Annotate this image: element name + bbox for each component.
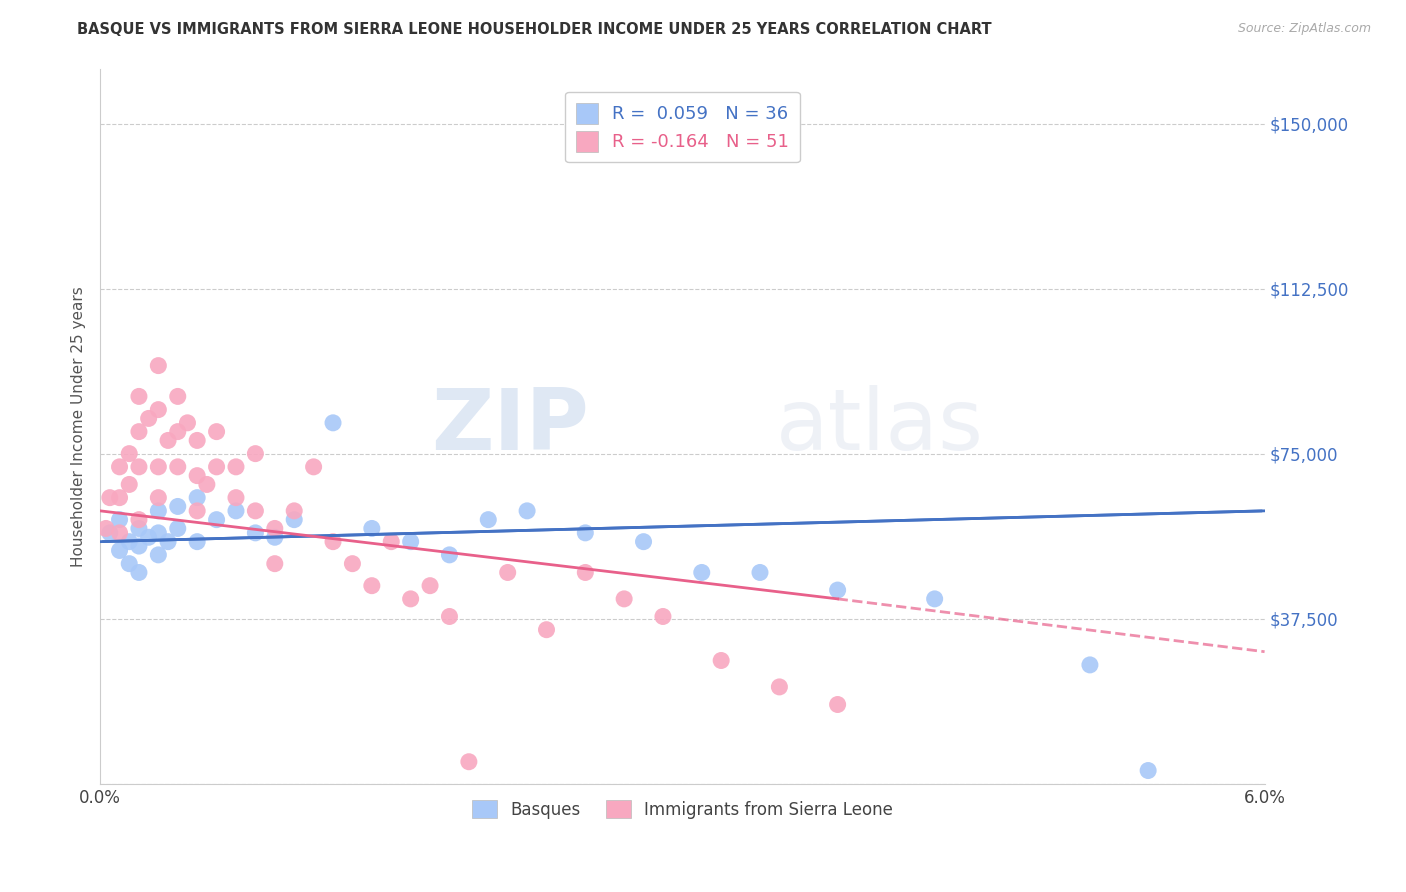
Point [245, 525, 267, 540]
Point [574, 566, 596, 580]
Point [195, 477, 218, 491]
Point [148, 504, 170, 518]
Point [98, 491, 121, 505]
Point [128, 566, 150, 580]
Point [1137, 764, 1160, 778]
Point [148, 491, 170, 505]
Point [148, 459, 170, 474]
Point [128, 539, 150, 553]
Legend: Basques, Immigrants from Sierra Leone: Basques, Immigrants from Sierra Leone [465, 794, 900, 825]
Point [157, 434, 180, 448]
Point [98, 525, 121, 540]
Point [439, 609, 461, 624]
Point [108, 525, 131, 540]
Point [225, 491, 247, 505]
Point [380, 534, 402, 549]
Point [108, 491, 131, 505]
Text: ZIP: ZIP [432, 384, 589, 467]
Point [1078, 657, 1101, 672]
Point [148, 525, 170, 540]
Point [419, 579, 441, 593]
Point [827, 698, 849, 712]
Point [827, 583, 849, 598]
Point [108, 513, 131, 527]
Point [186, 434, 208, 448]
Point [118, 557, 141, 571]
Point [118, 534, 141, 549]
Point [302, 459, 325, 474]
Point [138, 530, 160, 544]
Point [166, 389, 188, 403]
Point [283, 513, 305, 527]
Point [176, 416, 198, 430]
Point [225, 459, 247, 474]
Point [186, 534, 208, 549]
Point [496, 566, 519, 580]
Text: Source: ZipAtlas.com: Source: ZipAtlas.com [1237, 22, 1371, 36]
Point [128, 425, 150, 439]
Point [360, 521, 382, 535]
Point [457, 755, 479, 769]
Point [118, 447, 141, 461]
Point [652, 609, 675, 624]
Point [574, 525, 596, 540]
Point [613, 591, 636, 606]
Point [245, 504, 267, 518]
Point [205, 425, 228, 439]
Point [245, 447, 267, 461]
Text: atlas: atlas [776, 384, 984, 467]
Point [166, 425, 188, 439]
Point [148, 359, 170, 373]
Point [225, 504, 247, 518]
Point [399, 591, 422, 606]
Point [477, 513, 499, 527]
Point [322, 416, 344, 430]
Point [148, 402, 170, 417]
Point [690, 566, 713, 580]
Point [710, 653, 733, 667]
Point [128, 389, 150, 403]
Point [186, 468, 208, 483]
Point [157, 534, 180, 549]
Point [166, 459, 188, 474]
Point [166, 521, 188, 535]
Point [768, 680, 790, 694]
Point [118, 477, 141, 491]
Point [283, 504, 305, 518]
Y-axis label: Householder Income Under 25 years: Householder Income Under 25 years [72, 285, 86, 566]
Point [205, 459, 228, 474]
Point [108, 459, 131, 474]
Point [322, 534, 344, 549]
Point [516, 504, 538, 518]
Point [186, 504, 208, 518]
Point [148, 548, 170, 562]
Point [749, 566, 772, 580]
Point [633, 534, 655, 549]
Text: BASQUE VS IMMIGRANTS FROM SIERRA LEONE HOUSEHOLDER INCOME UNDER 25 YEARS CORRELA: BASQUE VS IMMIGRANTS FROM SIERRA LEONE H… [77, 22, 993, 37]
Point [94, 521, 117, 535]
Point [924, 591, 946, 606]
Point [399, 534, 422, 549]
Point [166, 500, 188, 514]
Point [263, 530, 285, 544]
Point [128, 513, 150, 527]
Point [108, 543, 131, 558]
Point [536, 623, 558, 637]
Point [263, 557, 285, 571]
Point [342, 557, 364, 571]
Point [186, 491, 208, 505]
Point [439, 548, 461, 562]
Point [138, 411, 160, 425]
Point [128, 521, 150, 535]
Point [205, 513, 228, 527]
Point [263, 521, 285, 535]
Point [360, 579, 382, 593]
Point [128, 459, 150, 474]
